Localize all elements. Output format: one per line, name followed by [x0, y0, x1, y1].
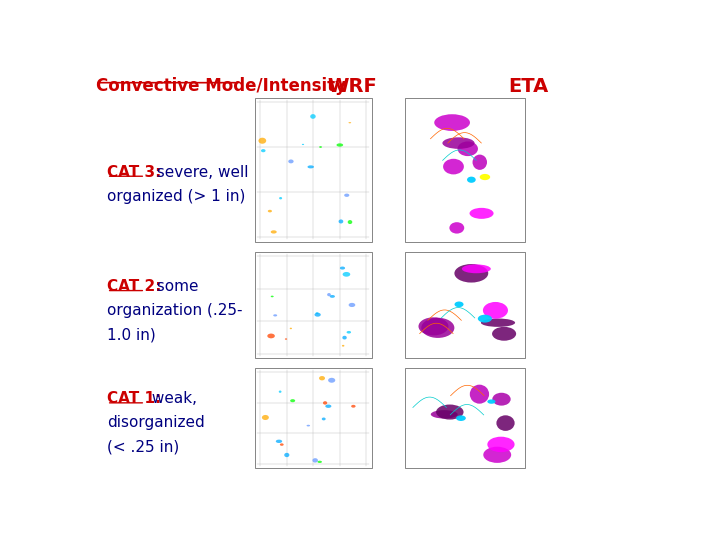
- Text: disorganized: disorganized: [107, 415, 204, 430]
- Ellipse shape: [457, 141, 478, 156]
- Ellipse shape: [271, 230, 276, 234]
- Ellipse shape: [431, 410, 458, 418]
- Text: Convective Mode/Intensity: Convective Mode/Intensity: [96, 77, 346, 95]
- Ellipse shape: [478, 315, 492, 322]
- Ellipse shape: [325, 404, 331, 408]
- Text: CAT 1:: CAT 1:: [107, 391, 161, 406]
- Ellipse shape: [346, 331, 351, 334]
- Ellipse shape: [487, 400, 495, 404]
- Ellipse shape: [262, 415, 269, 420]
- Ellipse shape: [481, 319, 515, 327]
- Ellipse shape: [322, 417, 325, 421]
- Ellipse shape: [483, 447, 511, 463]
- Ellipse shape: [280, 443, 284, 446]
- Ellipse shape: [480, 174, 490, 180]
- Ellipse shape: [302, 144, 304, 145]
- Ellipse shape: [267, 334, 275, 339]
- Ellipse shape: [319, 146, 322, 148]
- Ellipse shape: [273, 314, 277, 316]
- Ellipse shape: [307, 165, 314, 168]
- Text: organization (.25-: organization (.25-: [107, 303, 242, 318]
- Ellipse shape: [470, 384, 489, 404]
- Ellipse shape: [456, 415, 466, 421]
- Ellipse shape: [285, 338, 287, 340]
- Ellipse shape: [492, 327, 516, 341]
- Ellipse shape: [421, 318, 454, 338]
- Ellipse shape: [454, 301, 464, 307]
- Text: CAT 3:: CAT 3:: [107, 165, 161, 180]
- Text: weak,: weak,: [147, 391, 197, 406]
- Ellipse shape: [340, 267, 345, 269]
- Ellipse shape: [348, 220, 352, 224]
- Bar: [405, 368, 526, 468]
- Ellipse shape: [330, 295, 335, 298]
- Ellipse shape: [496, 415, 515, 431]
- Ellipse shape: [290, 399, 295, 402]
- Text: severe, well: severe, well: [147, 165, 248, 180]
- Ellipse shape: [342, 345, 344, 347]
- Ellipse shape: [279, 390, 282, 393]
- Text: 1.0 in): 1.0 in): [107, 327, 156, 342]
- Text: organized (> 1 in): organized (> 1 in): [107, 188, 245, 204]
- Ellipse shape: [310, 114, 315, 119]
- Ellipse shape: [323, 401, 327, 404]
- Ellipse shape: [343, 272, 350, 276]
- Bar: [255, 368, 372, 468]
- Ellipse shape: [328, 378, 336, 383]
- Ellipse shape: [307, 425, 310, 427]
- Ellipse shape: [336, 143, 343, 147]
- Ellipse shape: [338, 219, 343, 224]
- Ellipse shape: [315, 313, 321, 316]
- Ellipse shape: [472, 154, 487, 170]
- Ellipse shape: [288, 159, 294, 164]
- Ellipse shape: [319, 376, 325, 380]
- Text: ETA: ETA: [508, 77, 548, 96]
- Ellipse shape: [467, 177, 476, 183]
- Ellipse shape: [492, 393, 510, 406]
- Ellipse shape: [271, 295, 274, 298]
- Ellipse shape: [315, 312, 318, 314]
- Ellipse shape: [258, 138, 266, 144]
- Ellipse shape: [327, 293, 331, 296]
- Bar: [255, 98, 372, 241]
- Ellipse shape: [276, 440, 282, 443]
- Bar: [405, 252, 526, 358]
- Ellipse shape: [268, 210, 272, 212]
- Ellipse shape: [261, 149, 266, 152]
- Ellipse shape: [434, 114, 470, 131]
- Ellipse shape: [284, 453, 289, 457]
- Text: (< .25 in): (< .25 in): [107, 440, 179, 455]
- Ellipse shape: [418, 318, 449, 335]
- Ellipse shape: [442, 137, 474, 149]
- Ellipse shape: [449, 222, 464, 234]
- Ellipse shape: [487, 437, 515, 452]
- Text: CAT 2:: CAT 2:: [107, 279, 161, 294]
- Ellipse shape: [289, 328, 292, 329]
- Ellipse shape: [312, 458, 318, 463]
- Ellipse shape: [351, 405, 356, 408]
- Ellipse shape: [279, 197, 282, 199]
- Bar: [255, 252, 372, 358]
- Ellipse shape: [344, 193, 349, 197]
- Ellipse shape: [318, 461, 322, 463]
- Ellipse shape: [483, 302, 508, 319]
- Ellipse shape: [342, 336, 347, 340]
- Ellipse shape: [443, 159, 464, 174]
- Ellipse shape: [348, 303, 355, 307]
- Ellipse shape: [436, 404, 464, 420]
- Ellipse shape: [462, 265, 491, 273]
- Ellipse shape: [348, 122, 351, 123]
- Ellipse shape: [469, 208, 494, 219]
- Text: some: some: [147, 279, 199, 294]
- Ellipse shape: [454, 264, 488, 282]
- Bar: [405, 98, 526, 241]
- Text: WRF: WRF: [328, 77, 377, 96]
